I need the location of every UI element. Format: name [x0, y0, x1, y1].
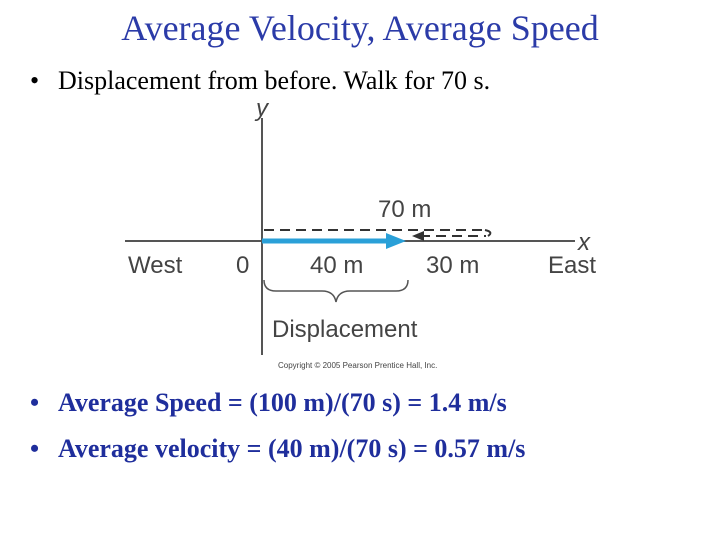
displacement-figure: y x West 0 East 70 m 40 m 30 m Displacem… — [125, 95, 596, 370]
bullet-average-velocity: • Average velocity = (40 m)/(70 s) = 0.57… — [30, 434, 525, 464]
bullet-text: Average velocity = (40 m)/(70 s) = 0.57 … — [58, 434, 526, 463]
bullet-displacement: • Displacement from before. Walk for 70 s… — [30, 66, 490, 96]
blue-length-label: 40 m — [310, 252, 363, 279]
displacement-brace — [263, 279, 409, 303]
return-arrowhead — [412, 231, 424, 241]
bullet-marker: • — [30, 434, 40, 463]
bullet-average-speed: • Average Speed = (100 m)/(70 s) = 1.4 m/… — [30, 388, 507, 418]
copyright-text: Copyright © 2005 Pearson Prentice Hall, … — [278, 361, 437, 370]
y-axis-label: y — [254, 95, 270, 122]
return-length-label: 30 m — [426, 252, 479, 279]
bullet-text: Average Speed = (100 m)/(70 s) = 1.4 m/s — [58, 388, 507, 417]
x-axis-label: x — [577, 229, 591, 256]
west-label: West — [128, 252, 183, 279]
bullet-marker: • — [30, 66, 40, 95]
bullet-marker: • — [30, 388, 40, 417]
displacement-arrowhead — [386, 233, 406, 249]
east-label: East — [548, 252, 596, 279]
brace-label: Displacement — [272, 316, 418, 343]
dashed-length-label: 70 m — [378, 196, 431, 223]
slide-title: Average Velocity, Average Speed — [121, 8, 599, 48]
bullet-text: Displacement from before. Walk for 70 s. — [58, 66, 491, 95]
dashed-path-turn — [484, 229, 492, 237]
origin-label: 0 — [236, 252, 249, 279]
